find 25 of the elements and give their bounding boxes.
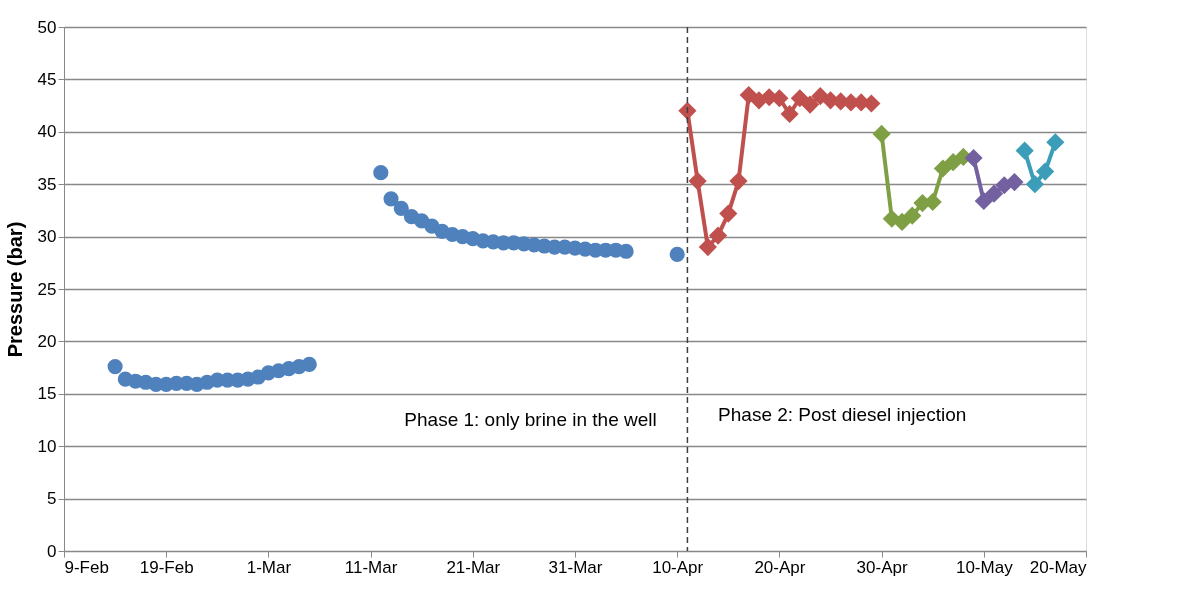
x-tick-label: 9-Feb bbox=[64, 557, 109, 577]
x-tick-label: 11-Mar bbox=[344, 557, 398, 577]
x-tick-label: 20-Apr bbox=[754, 557, 806, 577]
y-axis-title: Pressure (bar) bbox=[3, 221, 26, 358]
y-tick-label: 15 bbox=[37, 384, 57, 404]
x-tick-label: 20-May bbox=[1029, 557, 1087, 577]
x-tick-label: 30-Apr bbox=[856, 557, 908, 577]
annotation: Phase 2: Post diesel injection bbox=[718, 403, 967, 425]
y-tick-label: 5 bbox=[47, 489, 57, 509]
x-tick-label: 31-Mar bbox=[548, 557, 603, 577]
x-tick-label: 10-May bbox=[955, 557, 1014, 577]
x-tick-label: 1-Mar bbox=[246, 557, 292, 577]
y-tick-label: 25 bbox=[37, 279, 57, 299]
x-tick-label: 10-Apr bbox=[652, 557, 704, 577]
y-tick-label: 10 bbox=[37, 436, 57, 456]
y-tick-label: 45 bbox=[37, 69, 57, 89]
y-tick-label: 35 bbox=[37, 174, 57, 194]
y-tick-label: 0 bbox=[47, 541, 57, 561]
y-tick-label: 20 bbox=[37, 331, 57, 351]
annotation: Phase 1: only brine in the well bbox=[404, 409, 657, 430]
y-tick-label: 30 bbox=[37, 227, 57, 247]
y-tick-label: 40 bbox=[37, 122, 57, 142]
x-tick-label: 21-Mar bbox=[446, 557, 501, 577]
x-tick-label: 19-Feb bbox=[139, 557, 194, 577]
y-tick-label: 50 bbox=[37, 17, 57, 37]
